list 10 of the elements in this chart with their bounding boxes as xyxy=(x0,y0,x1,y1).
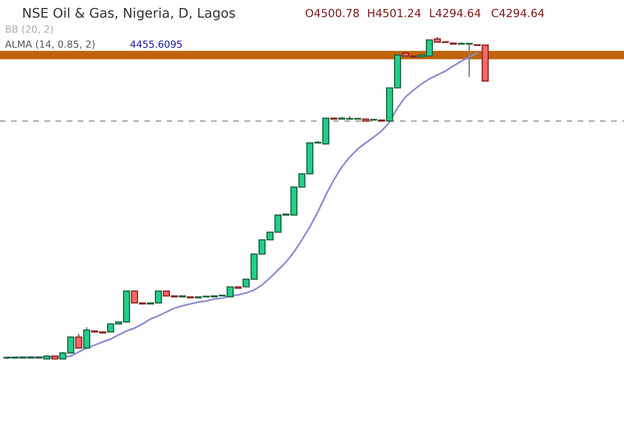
annotation: ALMA (14, 0.85, 2) xyxy=(5,40,95,49)
annotation: 4455.6095 xyxy=(130,40,182,48)
candlestick xyxy=(75,333,82,349)
chart-title: NSE Oil & Gas, Nigeria, D, Lagos xyxy=(23,8,235,20)
text: BB (20, 2) xyxy=(6,25,53,34)
text: C4294.64 xyxy=(492,8,544,18)
text: L4294.64 xyxy=(430,8,481,18)
text: H4501.24 xyxy=(368,8,421,18)
candlestick xyxy=(83,326,90,349)
text: O4500.78 xyxy=(306,8,359,18)
